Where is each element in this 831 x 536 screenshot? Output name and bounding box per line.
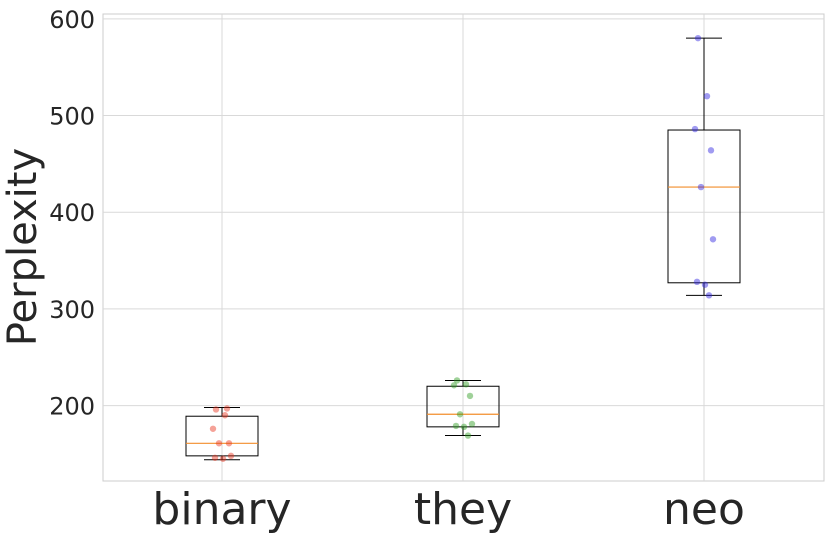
data-point bbox=[219, 455, 227, 462]
grid-lines bbox=[103, 14, 824, 481]
data-point bbox=[697, 183, 705, 191]
data-point bbox=[705, 292, 713, 299]
data-point bbox=[462, 381, 470, 388]
data-point bbox=[227, 452, 235, 460]
points-neo bbox=[691, 34, 717, 299]
data-point bbox=[464, 432, 472, 439]
data-point bbox=[211, 454, 219, 461]
box-neo bbox=[667, 37, 741, 296]
data-point bbox=[450, 382, 458, 389]
y-tick-label: 400 bbox=[49, 199, 95, 227]
data-point bbox=[468, 420, 476, 428]
data-point bbox=[709, 236, 717, 243]
data-point bbox=[453, 377, 461, 384]
data-point bbox=[703, 92, 711, 100]
y-tick-label: 200 bbox=[49, 393, 95, 421]
box-iqr bbox=[667, 129, 741, 284]
data-point bbox=[221, 412, 229, 419]
boxes bbox=[185, 37, 741, 461]
points-they bbox=[450, 377, 476, 439]
y-tick-label: 600 bbox=[49, 6, 95, 34]
data-point bbox=[223, 405, 231, 412]
data-point bbox=[707, 147, 715, 154]
data-point bbox=[466, 392, 474, 400]
data-point bbox=[701, 281, 709, 288]
y-tick-label: 500 bbox=[49, 103, 95, 131]
box-they bbox=[426, 379, 500, 437]
y-tick-label: 300 bbox=[49, 296, 95, 324]
box-binary bbox=[185, 407, 259, 461]
data-point bbox=[225, 440, 233, 447]
y-axis-label: Perplexity bbox=[0, 148, 46, 346]
x-category-label: they bbox=[414, 484, 512, 535]
data-point bbox=[452, 422, 460, 430]
data-point bbox=[693, 278, 701, 286]
data-point bbox=[209, 425, 217, 432]
data-points bbox=[209, 34, 717, 462]
x-category-label: binary bbox=[152, 484, 291, 535]
data-point bbox=[215, 440, 223, 447]
x-category-labels: binary they neo bbox=[152, 484, 745, 535]
box-iqr bbox=[185, 415, 259, 457]
y-tick-labels: 200 300 400 500 600 bbox=[49, 6, 95, 421]
data-point bbox=[694, 34, 702, 42]
box-iqr bbox=[426, 385, 500, 428]
x-category-label: neo bbox=[663, 484, 745, 535]
data-point bbox=[212, 406, 220, 413]
data-point bbox=[460, 423, 468, 431]
data-point bbox=[456, 411, 464, 418]
data-point bbox=[691, 125, 699, 133]
points-binary bbox=[209, 405, 235, 462]
